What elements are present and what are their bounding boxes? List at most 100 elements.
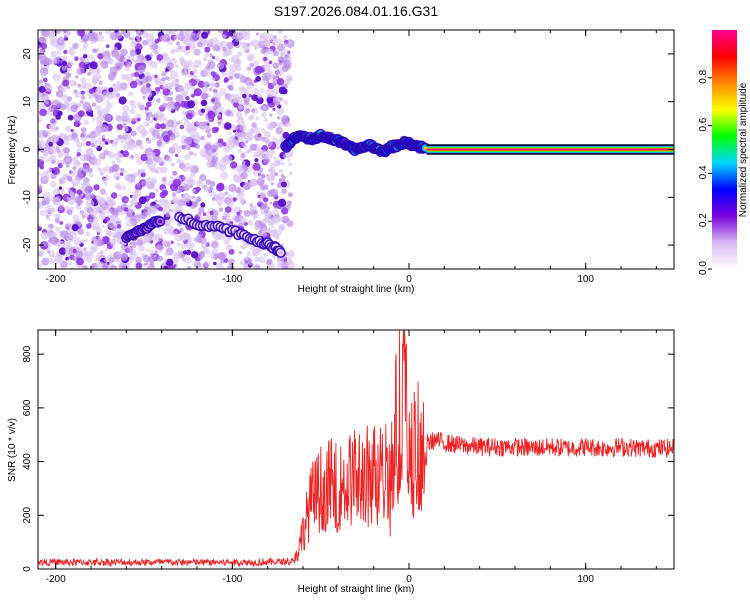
- noise-speck: [201, 125, 207, 132]
- noise-speck: [50, 145, 59, 154]
- noise-speck: [81, 264, 88, 269]
- noise-speck: [171, 199, 176, 204]
- noise-speck: [217, 252, 225, 260]
- noise-speck: [229, 112, 234, 117]
- noise-speck: [91, 48, 96, 53]
- noise-speck: [195, 144, 201, 150]
- y-tick-label: 400: [22, 453, 33, 470]
- noise-speck: [67, 262, 72, 266]
- noise-speck: [238, 215, 244, 221]
- noise-speck: [69, 191, 75, 197]
- noise-speck: [213, 253, 220, 260]
- noise-speck: [212, 44, 220, 52]
- noise-speck: [172, 209, 177, 214]
- noise-speck: [41, 200, 47, 206]
- noise-speck: [89, 131, 97, 139]
- noise-speck: [252, 87, 260, 95]
- noise-speck: [198, 251, 205, 259]
- noise-speck: [257, 194, 261, 198]
- noise-speck: [54, 254, 64, 263]
- noise-speck: [202, 81, 210, 88]
- noise-speck: [81, 164, 91, 174]
- noise-speck: [120, 167, 125, 172]
- noise-speck: [254, 133, 262, 142]
- noise-speck: [275, 160, 282, 167]
- noise-speck: [91, 264, 95, 269]
- noise-speck: [270, 225, 275, 229]
- noise-speck: [198, 207, 205, 214]
- noise-speck: [179, 124, 185, 130]
- noise-speck: [243, 144, 248, 150]
- noise-speck: [129, 36, 133, 41]
- noise-speck: [91, 76, 100, 85]
- noise-speck: [39, 60, 45, 65]
- noise-speck: [168, 91, 174, 96]
- noise-speck: [234, 187, 241, 194]
- noise-speck: [136, 182, 141, 187]
- noise-speck: [287, 158, 291, 162]
- noise-speck: [57, 50, 61, 55]
- noise-speck: [128, 209, 134, 215]
- noise-speck: [38, 249, 45, 257]
- noise-speck: [253, 209, 258, 215]
- noise-speck: [211, 126, 219, 134]
- noise-speck: [237, 87, 243, 92]
- noise-speck: [86, 223, 92, 229]
- noise-speck: [42, 191, 51, 200]
- noise-speck: [47, 137, 54, 144]
- noise-speck: [111, 246, 115, 250]
- noise-speck: [146, 176, 151, 181]
- noise-speck: [114, 227, 123, 235]
- noise-speck: [193, 152, 197, 157]
- noise-speck: [232, 197, 237, 202]
- noise-speck: [148, 192, 156, 199]
- noise-speck: [172, 197, 181, 206]
- noise-speck: [169, 134, 176, 141]
- noise-speck: [109, 265, 118, 269]
- noise-speck: [182, 250, 188, 255]
- noise-speck: [158, 206, 164, 212]
- noise-speck: [92, 216, 99, 223]
- noise-speck: [255, 32, 259, 36]
- noise-speck: [55, 226, 61, 232]
- noise-speck: [141, 168, 146, 173]
- noise-speck: [83, 119, 89, 125]
- noise-speck: [200, 202, 206, 208]
- noise-speck: [103, 149, 109, 156]
- noise-speck: [268, 60, 273, 65]
- noise-speck: [147, 161, 157, 170]
- noise-speck: [185, 198, 190, 203]
- noise-speck: [186, 266, 192, 269]
- noise-speck: [246, 251, 252, 256]
- noise-speck: [65, 72, 72, 78]
- noise-speck: [275, 236, 280, 241]
- noise-speck: [161, 176, 167, 182]
- noise-speck: [102, 91, 110, 99]
- noise-speck: [136, 57, 142, 63]
- noise-speck: [176, 121, 180, 125]
- noise-speck: [89, 193, 95, 199]
- noise-speck: [239, 123, 247, 132]
- noise-speck: [120, 48, 128, 57]
- noise-speck: [140, 153, 148, 162]
- noise-speck: [277, 198, 287, 207]
- noise-speck: [258, 198, 264, 204]
- noise-speck: [255, 152, 261, 157]
- y-tick-label: 0: [22, 146, 33, 152]
- noise-speck: [255, 76, 261, 82]
- noise-speck: [272, 215, 281, 224]
- noise-speck: [216, 62, 225, 70]
- noise-speck: [109, 90, 119, 99]
- noise-speck: [79, 121, 83, 125]
- noise-speck: [267, 189, 275, 197]
- noise-speck: [97, 167, 102, 171]
- noise-speck: [102, 113, 112, 122]
- noise-speck: [246, 84, 253, 90]
- noise-speck: [154, 130, 160, 136]
- noise-speck: [163, 265, 169, 269]
- noise-speck: [54, 218, 61, 224]
- noise-speck: [171, 79, 180, 88]
- noise-speck: [181, 182, 186, 188]
- noise-speck: [234, 99, 239, 103]
